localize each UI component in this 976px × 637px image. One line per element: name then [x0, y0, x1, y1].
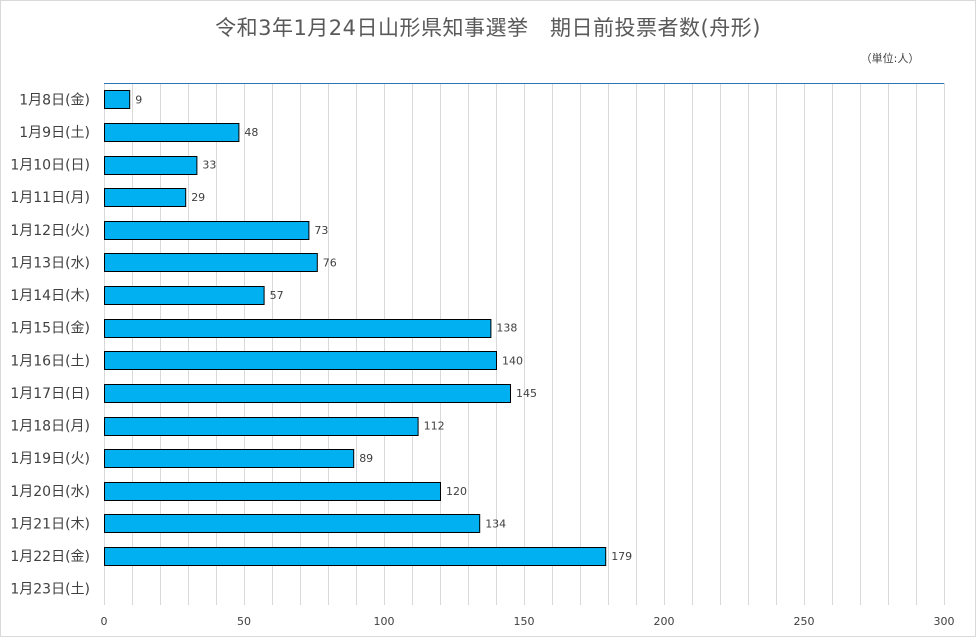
- data-label: 140: [502, 354, 523, 367]
- bar: [104, 253, 318, 272]
- data-label: 145: [516, 387, 537, 400]
- bar: [104, 156, 198, 175]
- category-label: 1月14日(木): [10, 288, 90, 304]
- bar: [104, 514, 481, 533]
- x-tick-label: 150: [514, 615, 535, 628]
- data-label: 29: [191, 191, 205, 204]
- category-label: 1月12日(火): [10, 223, 90, 239]
- category-label: 1月21日(木): [10, 516, 90, 532]
- x-tick-label: 100: [374, 615, 395, 628]
- bar: [104, 449, 355, 468]
- category-label: 1月9日(土): [19, 125, 90, 141]
- bar: [104, 482, 441, 501]
- data-label: 9: [135, 93, 142, 106]
- bar: [104, 319, 492, 338]
- category-label: 1月8日(金): [19, 92, 90, 108]
- category-label: 1月23日(土): [10, 582, 90, 598]
- data-label: 73: [314, 224, 328, 237]
- category-label: 1月13日(水): [10, 255, 90, 271]
- x-tick-label: 0: [101, 615, 108, 628]
- data-label: 120: [446, 485, 467, 498]
- bar: [104, 417, 419, 436]
- data-label: 134: [485, 517, 506, 530]
- data-label: 179: [611, 550, 632, 563]
- bar: [104, 123, 240, 142]
- bar: [104, 188, 187, 207]
- bar: [104, 221, 310, 240]
- category-label: 1月17日(日): [10, 386, 90, 402]
- category-label: 1月18日(月): [10, 419, 90, 435]
- category-label: 1月22日(金): [10, 549, 90, 565]
- data-label: 48: [244, 126, 258, 139]
- category-label: 1月15日(金): [10, 321, 90, 337]
- bar: [104, 384, 511, 403]
- bar: [104, 90, 131, 109]
- x-tick-label: 50: [237, 615, 251, 628]
- data-label: 57: [270, 289, 284, 302]
- category-label: 1月19日(火): [10, 451, 90, 467]
- data-label: 89: [359, 452, 373, 465]
- data-label: 112: [424, 420, 445, 433]
- x-tick-label: 200: [654, 615, 675, 628]
- bar: [104, 351, 497, 370]
- category-label: 1月16日(土): [10, 353, 90, 369]
- bar: [104, 547, 607, 566]
- category-label: 1月11日(月): [10, 190, 90, 206]
- category-label: 1月10日(日): [10, 158, 90, 174]
- x-tick-label: 300: [934, 615, 955, 628]
- unit-label: （単位:人）: [860, 52, 920, 65]
- category-label: 1月20日(水): [10, 484, 90, 500]
- bar: [104, 286, 265, 305]
- data-label: 138: [496, 322, 517, 335]
- chart-title: 令和3年1月24日山形県知事選挙 期日前投票者数(舟形): [215, 16, 761, 40]
- x-tick-label: 250: [794, 615, 815, 628]
- data-label: 33: [202, 159, 216, 172]
- data-label: 76: [323, 256, 337, 269]
